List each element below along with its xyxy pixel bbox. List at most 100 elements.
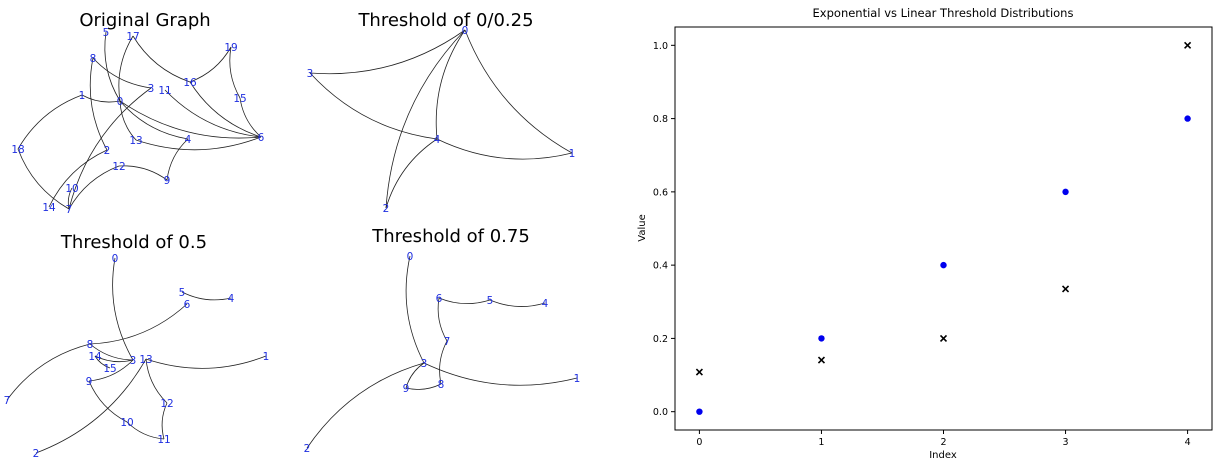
y-tick-label: 0.4 xyxy=(653,261,668,272)
graph-node-label: 5 xyxy=(487,295,494,307)
graph-node-label: 1 xyxy=(79,90,86,102)
graph-node-label: 5 xyxy=(103,27,110,39)
x-tick-label: 1 xyxy=(818,437,824,448)
graph-node-label: 5 xyxy=(179,287,186,299)
graph-edge xyxy=(17,148,70,210)
graph-edge xyxy=(118,165,168,181)
graph-edge xyxy=(94,355,111,369)
graph-t075: 0 6 5 4 7 3 1 9 8 2 xyxy=(304,251,581,455)
graph-edge xyxy=(229,46,241,99)
graph-node-label: 1 xyxy=(569,148,576,160)
graph-node-label: 4 xyxy=(542,298,549,310)
data-point-x xyxy=(817,356,826,364)
graph-edge xyxy=(68,87,152,210)
chart-marks-layer: 0 1 2 3 4 0.0 0.2 0.4 0.6 0.8 1.0 xyxy=(653,41,1192,448)
graph-node-label: 13 xyxy=(139,354,152,366)
graph-edge xyxy=(385,29,466,209)
graph-node-label: 12 xyxy=(160,398,173,410)
y-tick-label: 0.2 xyxy=(653,334,668,345)
graph-node-label: 14 xyxy=(42,202,56,214)
graph-node-label: 1 xyxy=(263,351,270,363)
graph-edge xyxy=(306,362,425,449)
graph-node-label: 14 xyxy=(88,351,102,363)
x-tick-label: 4 xyxy=(1185,437,1191,448)
graph-edge xyxy=(88,380,128,423)
data-point-circle xyxy=(696,408,703,415)
graph-t05: 0 5 4 6 814 3 13 1 15 9 12 7 10 11 2 xyxy=(4,253,270,460)
graph-node-label: 15 xyxy=(233,93,246,105)
graph-edge xyxy=(189,81,262,138)
graph-edge xyxy=(92,57,152,89)
graph-node-label: 4 xyxy=(185,134,192,146)
chart-title: Exponential vs Linear Threshold Distribu… xyxy=(813,6,1074,20)
graph-node-label: 10 xyxy=(120,417,133,429)
graph-node-label: 9 xyxy=(403,383,410,395)
graph-edge xyxy=(17,94,83,150)
data-point-circle xyxy=(1184,115,1191,122)
graph-edge xyxy=(438,297,491,304)
graph-node-label: 2 xyxy=(304,443,311,455)
y-tick-label: 0.0 xyxy=(653,407,668,418)
graph-edge xyxy=(67,187,73,210)
graph-node-label: 2 xyxy=(33,448,40,460)
graph-node-label: 18 xyxy=(11,144,24,156)
data-point-x xyxy=(1061,285,1070,293)
graph-node-label: 2 xyxy=(383,203,390,215)
graph-node-label: 15 xyxy=(103,363,116,375)
y-tick-label: 0.6 xyxy=(653,187,668,198)
graph-edge xyxy=(118,35,134,102)
panel-title-threshold-0: Threshold of 0/0.25 xyxy=(357,10,533,31)
data-point-x xyxy=(1184,41,1192,49)
graph-node-label: 19 xyxy=(224,42,237,54)
y-tick-label: 1.0 xyxy=(653,41,668,52)
graph-edge xyxy=(35,358,147,454)
graph-edge xyxy=(68,165,120,210)
graph-edge xyxy=(89,303,188,345)
graph-edge xyxy=(6,343,91,401)
y-axis-label: Value xyxy=(637,214,648,241)
graph-edge xyxy=(166,138,189,181)
graph-edge xyxy=(385,138,438,209)
graph-node-label: 11 xyxy=(157,434,170,446)
graph-edge xyxy=(88,359,134,382)
graph-node-label: 10 xyxy=(65,183,78,195)
graph-node-label: 0 xyxy=(112,253,119,265)
graph-edge xyxy=(405,383,442,390)
graph-edge xyxy=(464,29,573,154)
graph-edge xyxy=(81,94,121,103)
graph-node-label: 8 xyxy=(90,53,97,65)
graph-node-label: 8 xyxy=(438,379,445,391)
graph-node-label: 13 xyxy=(129,135,142,147)
graph-edge xyxy=(104,31,121,102)
data-point-x xyxy=(939,334,948,342)
graph-node-label: 6 xyxy=(436,293,443,305)
graph-node-label: 0 xyxy=(462,25,469,37)
graph-edge xyxy=(119,100,137,141)
graph-node-label: 3 xyxy=(130,355,137,367)
graph-edge xyxy=(145,358,168,404)
graph-node-label: 2 xyxy=(104,145,111,157)
graph-node-label: 17 xyxy=(126,31,139,43)
plot-area-frame xyxy=(674,26,1213,431)
data-point-circle xyxy=(818,335,825,342)
graph-node-label: 3 xyxy=(421,358,428,370)
x-axis-label: Index xyxy=(929,450,957,461)
graph-node-label: 4 xyxy=(228,293,235,305)
graph-panels: Original Graph Threshold of 0/0.25 Thres… xyxy=(4,10,581,460)
graph-node-label: 9 xyxy=(164,175,171,187)
graph-edge xyxy=(126,421,165,440)
graph-edge xyxy=(89,57,108,151)
graph-node-label: 0 xyxy=(407,251,414,263)
graph-edge xyxy=(94,355,134,363)
graph-t0: 0 3 4 1 2 xyxy=(307,25,576,215)
graph-edge xyxy=(239,97,262,138)
x-tick-label: 3 xyxy=(1063,437,1069,448)
graph-edge xyxy=(437,297,448,342)
y-tick-label: 0.8 xyxy=(653,114,668,125)
panel-title-original: Original Graph xyxy=(79,10,210,31)
graph-node-label: 12 xyxy=(112,161,125,173)
graph-edge xyxy=(119,100,189,140)
graph-edge xyxy=(161,402,168,440)
